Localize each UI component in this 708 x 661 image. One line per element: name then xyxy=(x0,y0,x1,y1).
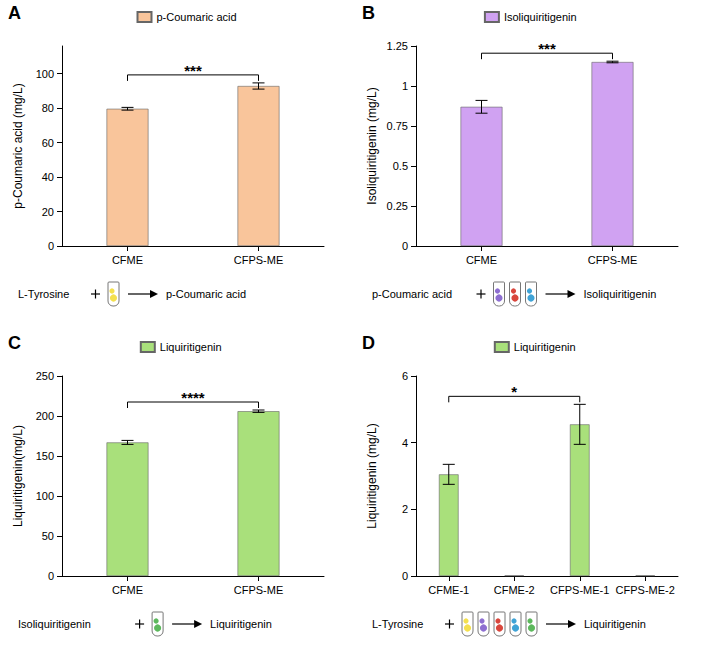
svg-text:***: *** xyxy=(184,62,202,79)
svg-text:Isoliquiritigenin: Isoliquiritigenin xyxy=(18,618,91,630)
svg-text:4: 4 xyxy=(402,437,408,449)
svg-text:CFPS-ME: CFPS-ME xyxy=(234,584,284,596)
svg-text:80: 80 xyxy=(42,102,54,114)
svg-text:Liquiritigenin (mg/L): Liquiritigenin (mg/L) xyxy=(365,423,379,528)
svg-text:Liquiritigenin: Liquiritigenin xyxy=(210,618,272,630)
svg-text:*: * xyxy=(511,383,517,400)
svg-text:***: *** xyxy=(538,40,556,57)
svg-text:p-Coumaric acid: p-Coumaric acid xyxy=(157,11,237,23)
svg-text:1.25: 1.25 xyxy=(387,40,408,52)
svg-text:0.25: 0.25 xyxy=(387,200,408,212)
svg-text:CFPS-ME-2: CFPS-ME-2 xyxy=(616,584,675,596)
svg-text:L-Tyrosine: L-Tyrosine xyxy=(372,618,423,630)
svg-text:B: B xyxy=(362,3,375,23)
svg-text:0.75: 0.75 xyxy=(387,120,408,132)
svg-text:0: 0 xyxy=(402,570,408,582)
svg-text:p-Coumaric acid (mg/L): p-Coumaric acid (mg/L) xyxy=(11,83,25,208)
svg-text:L-Tyrosine: L-Tyrosine xyxy=(18,288,69,300)
svg-text:A: A xyxy=(8,3,21,23)
svg-text:20: 20 xyxy=(42,206,54,218)
svg-text:Liquiritigenin: Liquiritigenin xyxy=(160,341,222,353)
svg-text:0: 0 xyxy=(48,240,54,252)
svg-text:CFPS-ME-1: CFPS-ME-1 xyxy=(550,584,609,596)
svg-text:60: 60 xyxy=(42,137,54,149)
svg-text:CFPS-ME: CFPS-ME xyxy=(234,254,284,266)
svg-text:0.5: 0.5 xyxy=(393,160,408,172)
svg-text:C: C xyxy=(8,333,21,353)
svg-text:CFPS-ME: CFPS-ME xyxy=(588,254,638,266)
svg-text:1: 1 xyxy=(402,80,408,92)
svg-text:****: **** xyxy=(181,389,205,406)
svg-text:p-Coumaric acid: p-Coumaric acid xyxy=(372,288,452,300)
svg-text:Isoliquiritigenin: Isoliquiritigenin xyxy=(584,288,657,300)
svg-text:200: 200 xyxy=(36,410,54,422)
svg-text:100: 100 xyxy=(36,68,54,80)
svg-text:Liquiritigenin: Liquiritigenin xyxy=(584,618,646,630)
svg-text:100: 100 xyxy=(36,490,54,502)
svg-text:CFME-1: CFME-1 xyxy=(428,584,469,596)
svg-text:D: D xyxy=(362,333,375,353)
svg-text:50: 50 xyxy=(42,530,54,542)
svg-text:CFME: CFME xyxy=(112,584,143,596)
svg-text:150: 150 xyxy=(36,450,54,462)
svg-text:40: 40 xyxy=(42,171,54,183)
svg-text:0: 0 xyxy=(48,570,54,582)
svg-text:Liquiritigenin(mg/L): Liquiritigenin(mg/L) xyxy=(11,425,25,527)
svg-text:CFME-2: CFME-2 xyxy=(494,584,535,596)
svg-text:CFME: CFME xyxy=(112,254,143,266)
svg-text:Isoliquiritigenin (mg/L): Isoliquiritigenin (mg/L) xyxy=(365,87,379,204)
svg-text:250: 250 xyxy=(36,370,54,382)
svg-text:p-Coumaric acid: p-Coumaric acid xyxy=(166,288,246,300)
svg-text:CFME: CFME xyxy=(466,254,497,266)
svg-text:6: 6 xyxy=(402,370,408,382)
svg-text:Isoliquiritigenin: Isoliquiritigenin xyxy=(504,11,577,23)
svg-text:0: 0 xyxy=(402,240,408,252)
svg-text:2: 2 xyxy=(402,503,408,515)
svg-text:Liquiritigenin: Liquiritigenin xyxy=(514,341,576,353)
